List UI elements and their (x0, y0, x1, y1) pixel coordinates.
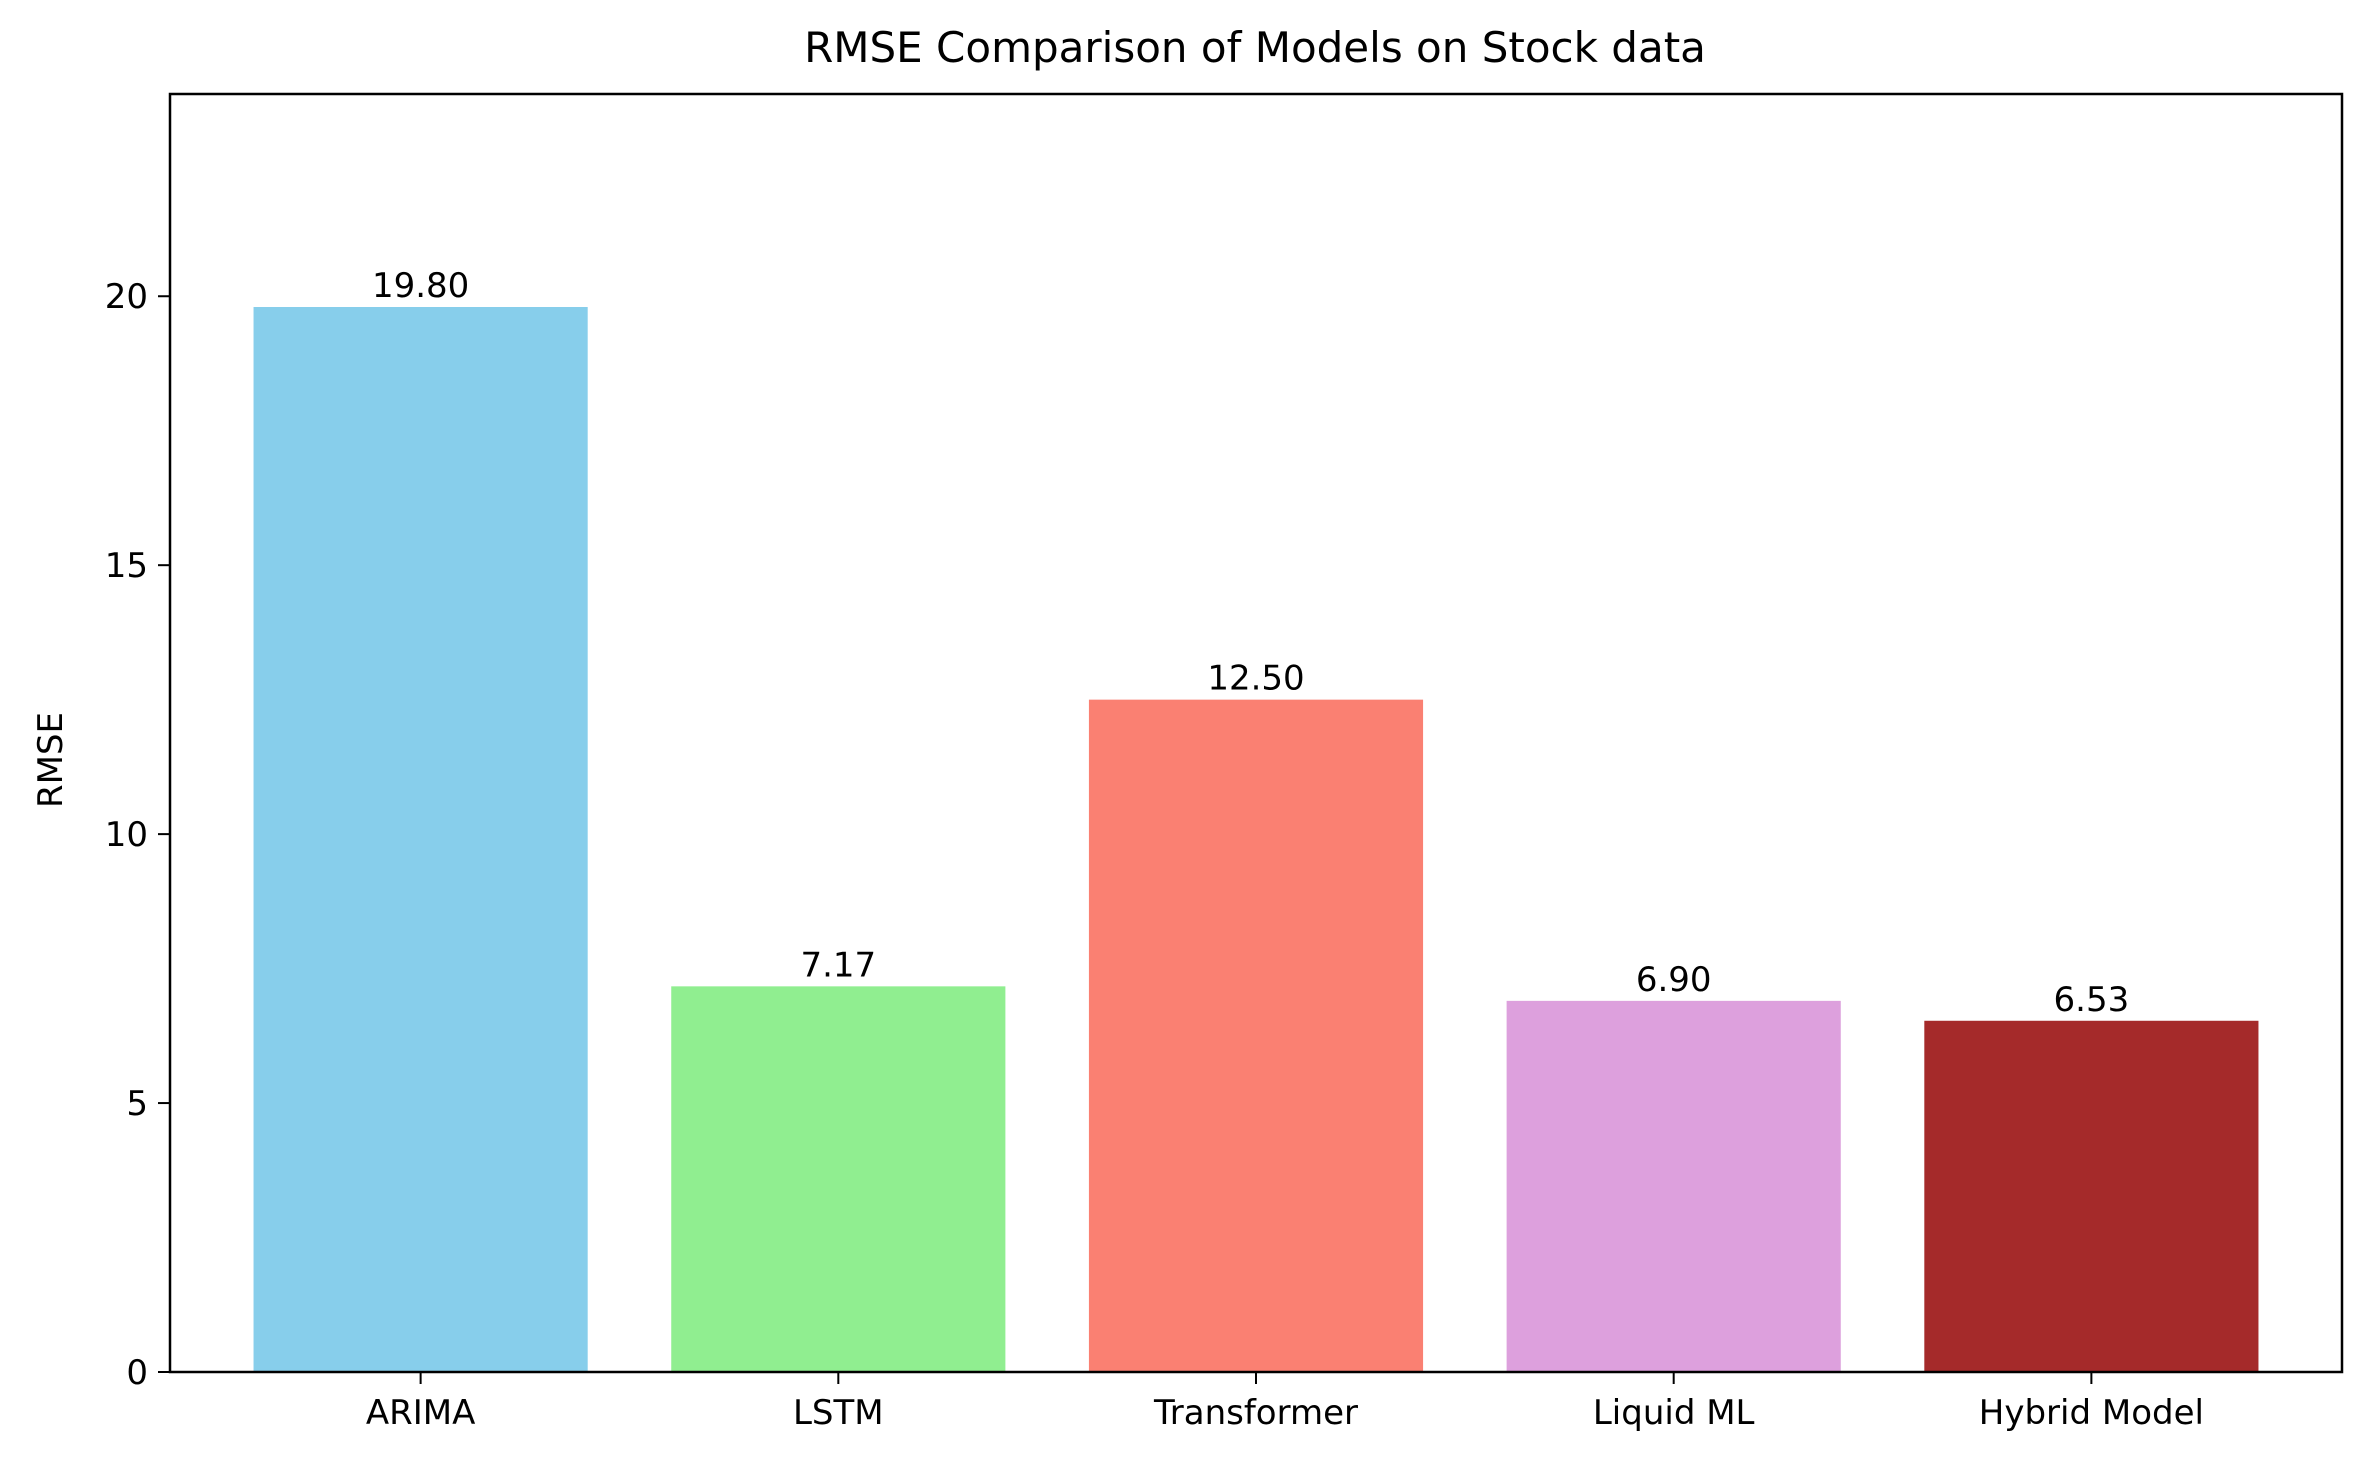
data-label: 6.53 (2054, 980, 2130, 1020)
bar-liquid-ml (1506, 1000, 1841, 1372)
y-tick-label: 5 (126, 1084, 148, 1124)
plot-frame (168, 92, 2344, 1374)
y-axis-label: RMSE (31, 712, 71, 808)
data-label: 7.17 (800, 945, 876, 985)
y-tick-label: 10 (105, 815, 148, 855)
bar-arima (253, 307, 588, 1372)
chart-title: RMSE Comparison of Models on Stock data (804, 23, 1706, 72)
y-tick-label: 0 (126, 1353, 148, 1393)
x-axis: ARIMA LSTM Transformer Liquid ML Hybrid Mode… (366, 1372, 2204, 1433)
data-label: 6.90 (1636, 960, 1712, 1000)
x-tick-label: LSTM (793, 1393, 884, 1433)
x-tick-label: Liquid ML (1593, 1393, 1755, 1433)
bar-lstm (671, 986, 1006, 1372)
x-tick-label: ARIMA (366, 1393, 476, 1433)
x-tick-label: Hybrid Model (1979, 1393, 2204, 1433)
data-label: 19.80 (372, 266, 469, 306)
y-tick-label: 15 (105, 546, 148, 586)
x-tick-label: Transformer (1153, 1393, 1358, 1433)
bar-hybrid-model (1924, 1020, 2259, 1372)
bars-group: 19.80 7.17 12.50 6.90 6.53 (253, 266, 2259, 1372)
bar-transformer (1088, 699, 1424, 1372)
data-label: 12.50 (1207, 659, 1304, 699)
y-tick-label: 20 (105, 277, 148, 317)
y-axis: 0 5 10 15 20 (105, 277, 170, 1393)
